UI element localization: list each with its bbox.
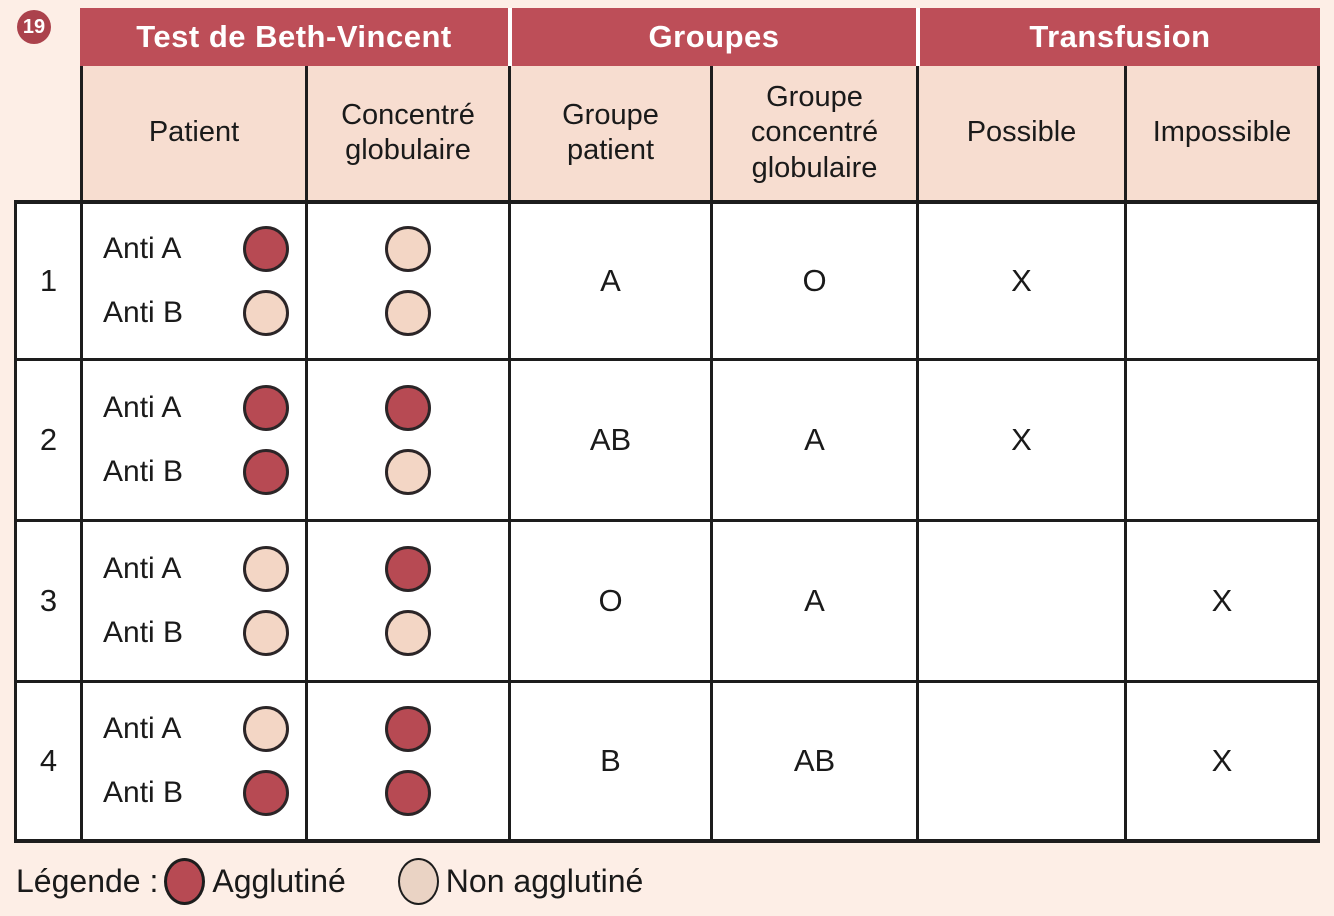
anti-b-label: Anti B bbox=[103, 296, 184, 329]
impossible-cell bbox=[1124, 200, 1320, 361]
groupe-patient-cell: B bbox=[508, 683, 710, 843]
anti-b-label: Anti B bbox=[103, 616, 184, 649]
legend: Légende : Agglutiné Non agglutiné bbox=[16, 849, 1320, 913]
concentre-anti-b-circle bbox=[385, 610, 431, 656]
column-header-patient: Patient bbox=[80, 66, 305, 200]
column-header-groupe-patient: Groupe patient bbox=[508, 66, 710, 200]
header-spacer bbox=[14, 66, 80, 200]
groupe-patient-cell: AB bbox=[508, 361, 710, 522]
groupe-concentre-cell: A bbox=[710, 522, 916, 683]
concentre-anti-a-circle bbox=[385, 546, 431, 592]
column-header-groupe-concentre: Groupe concentré globulaire bbox=[710, 66, 916, 200]
concentre-test-cell bbox=[305, 200, 508, 361]
anti-a-label: Anti A bbox=[103, 232, 182, 265]
groupe-concentre-cell: O bbox=[710, 200, 916, 361]
anti-a-label: Anti A bbox=[103, 391, 182, 424]
concentre-test-cell bbox=[305, 522, 508, 683]
column-header-impossible: Impossible bbox=[1124, 66, 1320, 200]
non-agglutine-circle-icon bbox=[397, 857, 439, 905]
group-header-test: Test de Beth-Vincent bbox=[80, 8, 508, 66]
anti-b-label: Anti B bbox=[103, 455, 184, 488]
non-agglutine-label: Non agglutiné bbox=[445, 862, 644, 899]
concentre-test-cell bbox=[305, 361, 508, 522]
groupe-patient-cell: A bbox=[508, 200, 710, 361]
column-header-concentre-label: Concentré globulaire bbox=[341, 98, 475, 166]
anti-a-label: Anti A bbox=[103, 712, 182, 745]
patient-anti-b-circle bbox=[243, 610, 289, 656]
patient-anti-b-circle bbox=[243, 449, 289, 495]
anti-a-line: Anti A bbox=[103, 385, 289, 431]
column-header-groupe-patient-label: Groupe patient bbox=[562, 98, 659, 166]
agglutine-circle-icon bbox=[164, 857, 206, 905]
column-header-possible-label: Possible bbox=[966, 116, 1077, 149]
exercise-number-badge: 19 bbox=[17, 10, 51, 44]
patient-anti-b-circle bbox=[243, 290, 289, 336]
patient-test-cell: Anti A Anti B bbox=[80, 200, 305, 361]
legend-title: Légende : bbox=[16, 862, 159, 899]
patient-anti-a-circle bbox=[243, 546, 289, 592]
patient-test-cell: Anti A Anti B bbox=[80, 361, 305, 522]
concentre-anti-a-circle bbox=[385, 385, 431, 431]
concentre-anti-b-circle bbox=[385, 290, 431, 336]
group-header-transfusion: Transfusion bbox=[916, 8, 1320, 66]
anti-a-line: Anti A bbox=[103, 226, 289, 272]
patient-anti-b-circle bbox=[243, 770, 289, 816]
row-number: 4 bbox=[14, 683, 80, 843]
possible-cell bbox=[916, 683, 1124, 843]
concentre-anti-b-circle bbox=[385, 449, 431, 495]
possible-cell: X bbox=[916, 361, 1124, 522]
legend-item-agglutine: Agglutiné bbox=[164, 857, 346, 905]
patient-anti-a-circle bbox=[243, 706, 289, 752]
patient-test-cell: Anti A Anti B bbox=[80, 683, 305, 843]
column-header-impossible-label: Impossible bbox=[1152, 116, 1292, 149]
anti-b-line: Anti B bbox=[103, 449, 289, 495]
group-header-groupes: Groupes bbox=[508, 8, 916, 66]
anti-a-line: Anti A bbox=[103, 706, 289, 752]
possible-cell: X bbox=[916, 200, 1124, 361]
column-header-concentre: Concentré globulaire bbox=[305, 66, 508, 200]
anti-b-label: Anti B bbox=[103, 776, 184, 809]
groupe-concentre-cell: A bbox=[710, 361, 916, 522]
header-spacer bbox=[14, 8, 80, 66]
anti-b-line: Anti B bbox=[103, 290, 289, 336]
impossible-cell: X bbox=[1124, 683, 1320, 843]
row-number: 1 bbox=[14, 200, 80, 361]
row-number: 2 bbox=[14, 361, 80, 522]
concentre-anti-a-circle bbox=[385, 226, 431, 272]
possible-cell bbox=[916, 522, 1124, 683]
agglutine-label: Agglutiné bbox=[212, 862, 346, 899]
legend-item-non-agglutine: Non agglutiné bbox=[397, 857, 644, 905]
concentre-anti-a-circle bbox=[385, 706, 431, 752]
patient-test-cell: Anti A Anti B bbox=[80, 522, 305, 683]
column-header-patient-label: Patient bbox=[148, 116, 240, 149]
groupe-concentre-cell: AB bbox=[710, 683, 916, 843]
impossible-cell bbox=[1124, 361, 1320, 522]
anti-b-line: Anti B bbox=[103, 770, 289, 816]
patient-anti-a-circle bbox=[243, 385, 289, 431]
row-number: 3 bbox=[14, 522, 80, 683]
concentre-test-cell bbox=[305, 683, 508, 843]
concentre-anti-b-circle bbox=[385, 770, 431, 816]
anti-a-line: Anti A bbox=[103, 546, 289, 592]
column-header-possible: Possible bbox=[916, 66, 1124, 200]
anti-a-label: Anti A bbox=[103, 552, 182, 585]
anti-b-line: Anti B bbox=[103, 610, 289, 656]
patient-anti-a-circle bbox=[243, 226, 289, 272]
beth-vincent-table: Test de Beth-Vincent Groupes Transfusion… bbox=[14, 8, 1320, 843]
groupe-patient-cell: O bbox=[508, 522, 710, 683]
column-header-groupe-concentre-label: Groupe concentré globulaire bbox=[750, 80, 879, 184]
impossible-cell: X bbox=[1124, 522, 1320, 683]
